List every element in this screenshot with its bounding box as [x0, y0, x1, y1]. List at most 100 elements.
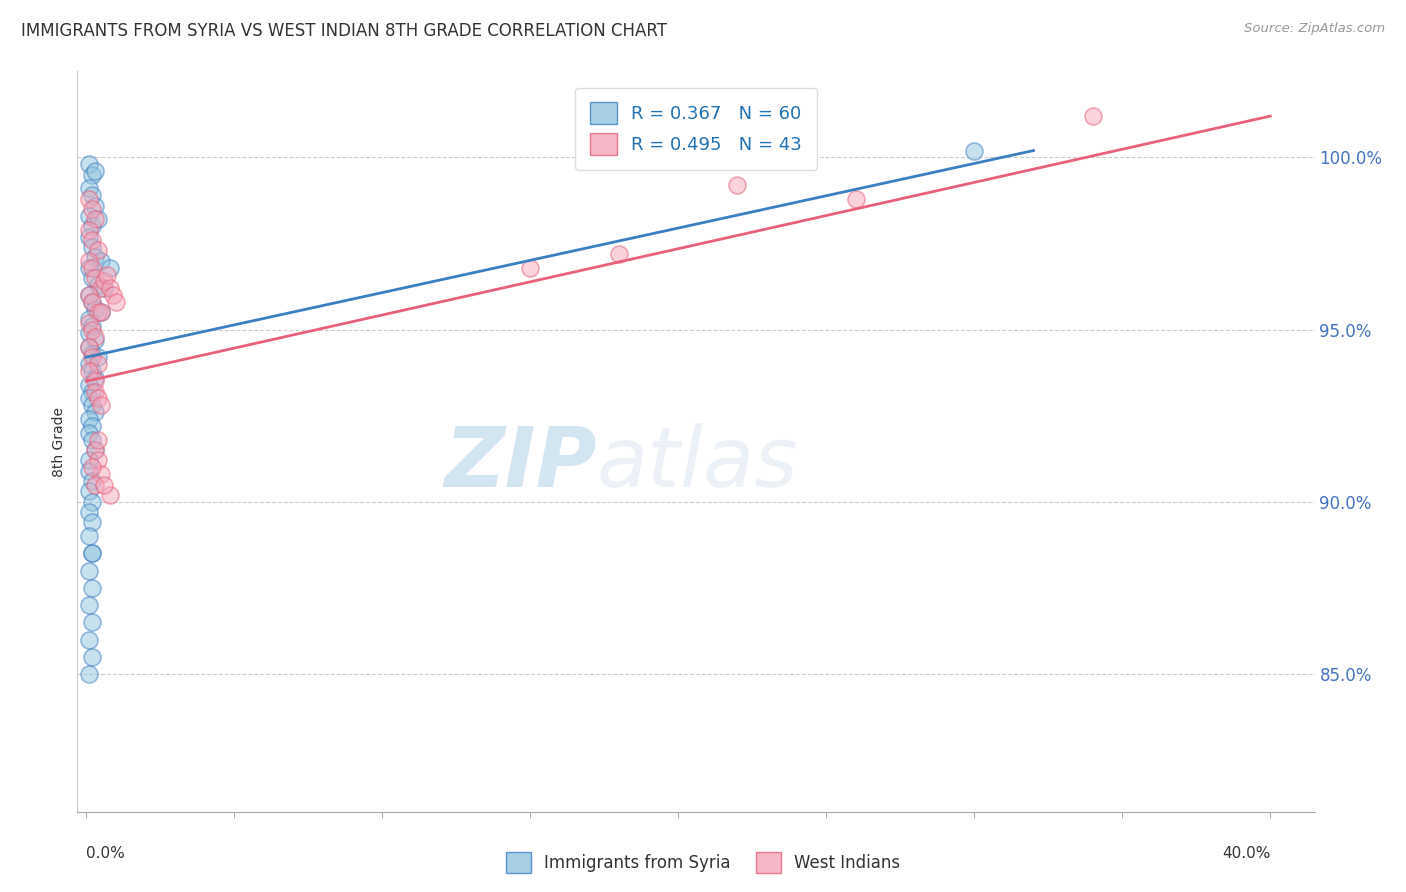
Point	[77, 157, 100, 171]
Point	[77, 288, 100, 302]
Point	[90, 281, 112, 295]
Point	[82, 364, 104, 378]
Point	[77, 288, 100, 302]
Point	[84, 384, 107, 399]
Point	[82, 168, 104, 182]
Point	[90, 305, 112, 319]
Point	[82, 240, 104, 254]
Point	[82, 474, 104, 488]
Point	[82, 495, 104, 509]
Point	[87, 350, 110, 364]
Point	[77, 484, 100, 499]
Point	[84, 374, 107, 388]
Point	[82, 398, 104, 412]
Point	[725, 178, 748, 192]
Point	[84, 164, 107, 178]
Point	[77, 316, 100, 330]
Point	[77, 667, 100, 681]
Point	[77, 209, 100, 223]
Point	[84, 271, 107, 285]
Point	[98, 281, 121, 295]
Point	[77, 464, 100, 478]
Point	[77, 425, 100, 440]
Point	[82, 188, 104, 202]
Point	[98, 488, 121, 502]
Text: 0.0%: 0.0%	[86, 847, 125, 861]
Point	[82, 347, 104, 361]
Point	[82, 295, 104, 310]
Point	[87, 453, 110, 467]
Text: IMMIGRANTS FROM SYRIA VS WEST INDIAN 8TH GRADE CORRELATION CHART: IMMIGRANTS FROM SYRIA VS WEST INDIAN 8TH…	[21, 22, 666, 40]
Point	[77, 453, 100, 467]
Point	[77, 632, 100, 647]
Point	[82, 516, 104, 530]
Text: atlas: atlas	[598, 423, 799, 504]
Point	[84, 329, 107, 343]
Text: 40.0%: 40.0%	[1222, 847, 1270, 861]
Point	[82, 319, 104, 334]
Point	[77, 377, 100, 392]
Point	[82, 460, 104, 475]
Point	[84, 212, 107, 227]
Point	[82, 546, 104, 560]
Point	[84, 443, 107, 458]
Text: Source: ZipAtlas.com: Source: ZipAtlas.com	[1244, 22, 1385, 36]
Point	[77, 181, 100, 195]
Point	[82, 233, 104, 247]
Point	[84, 333, 107, 347]
Point	[87, 433, 110, 447]
Point	[87, 305, 110, 319]
Legend: R = 0.367   N = 60, R = 0.495   N = 43: R = 0.367 N = 60, R = 0.495 N = 43	[575, 87, 817, 169]
Point	[87, 277, 110, 292]
Point	[77, 326, 100, 340]
Point	[77, 564, 100, 578]
Point	[90, 398, 112, 412]
Point	[84, 199, 107, 213]
Point	[82, 271, 104, 285]
Point	[82, 615, 104, 630]
Point	[82, 323, 104, 337]
Point	[963, 144, 986, 158]
Legend: Immigrants from Syria, West Indians: Immigrants from Syria, West Indians	[499, 846, 907, 880]
Point	[82, 295, 104, 310]
Point	[84, 250, 107, 264]
Point	[87, 244, 110, 258]
Point	[77, 357, 100, 371]
Point	[87, 212, 110, 227]
Point	[93, 274, 115, 288]
Point	[96, 268, 118, 282]
Point	[845, 192, 868, 206]
Text: ZIP: ZIP	[444, 423, 598, 504]
Point	[82, 546, 104, 560]
Point	[519, 260, 541, 275]
Point	[77, 340, 100, 354]
Point	[84, 405, 107, 419]
Point	[77, 312, 100, 326]
Point	[77, 340, 100, 354]
Point	[77, 529, 100, 543]
Point	[77, 253, 100, 268]
Point	[77, 412, 100, 426]
Point	[82, 350, 104, 364]
Point	[77, 229, 100, 244]
Point	[82, 384, 104, 399]
Point	[84, 301, 107, 316]
Point	[77, 223, 100, 237]
Point	[101, 288, 124, 302]
Point	[82, 433, 104, 447]
Point	[82, 649, 104, 664]
Point	[90, 253, 112, 268]
Point	[82, 219, 104, 234]
Point	[93, 477, 115, 491]
Point	[87, 392, 110, 406]
Point	[82, 202, 104, 216]
Point	[1081, 109, 1104, 123]
Point	[82, 260, 104, 275]
Point	[104, 295, 127, 310]
Point	[93, 281, 115, 295]
Point	[84, 443, 107, 458]
Point	[77, 392, 100, 406]
Y-axis label: 8th Grade: 8th Grade	[52, 407, 66, 476]
Point	[98, 260, 121, 275]
Point	[77, 260, 100, 275]
